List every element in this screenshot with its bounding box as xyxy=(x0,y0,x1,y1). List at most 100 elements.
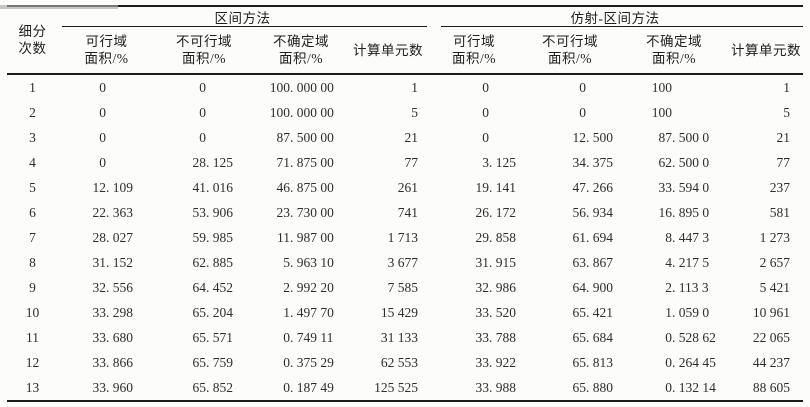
integer-part: 100 xyxy=(269,80,290,95)
fraction-part: . 016 xyxy=(206,180,233,195)
integer-part: 0 xyxy=(283,355,290,370)
value-cell: 33. 680 xyxy=(58,325,155,350)
integer-part: 65 xyxy=(192,355,207,370)
integer-part: 0 xyxy=(579,105,586,120)
header-group-affine-interval-method: 仿射-区间方法 xyxy=(427,6,803,27)
table-row: 11 33. 680 65. 571 0. 749 11 31 133 33. 788 65… xyxy=(7,325,803,350)
fraction-part: . 500 xyxy=(586,130,613,145)
integer-part: 0 xyxy=(665,355,672,370)
fraction-part: . 500 00 xyxy=(290,130,334,145)
fraction-part: . 875 00 xyxy=(290,155,334,170)
integer-part: 0 xyxy=(482,105,489,120)
integer-part: 2 xyxy=(283,280,290,295)
row-number-cell: 6 xyxy=(29,205,36,220)
value-cell: 21 xyxy=(776,130,791,145)
integer-part: 65 xyxy=(192,330,207,345)
value-cell: 32. 986 xyxy=(427,275,521,300)
integer-part: 47 xyxy=(572,180,587,195)
integer-part: 33 xyxy=(92,305,107,320)
value-cell: 31. 915 xyxy=(427,250,521,275)
table-row: 8 31. 152 62. 885 5. 963 10 3 677 31. 915 63. … xyxy=(7,250,803,275)
header-infeasible-area: 不可行域 面积/% xyxy=(521,27,619,75)
integer-part: 0 xyxy=(99,130,106,145)
value-cell: 65. 880 xyxy=(521,375,619,401)
value-cell: 65. 684 xyxy=(521,325,619,350)
header-line: 不确定域 xyxy=(646,34,702,49)
integer-part: 12 xyxy=(572,130,587,145)
row-number-cell: 2 xyxy=(29,105,36,120)
fraction-part: . 363 xyxy=(106,205,133,220)
fraction-part: . 730 00 xyxy=(290,205,334,220)
integer-part: 33 xyxy=(658,180,673,195)
row-number-cell: 1 xyxy=(29,80,36,95)
integer-part: 3 xyxy=(482,155,489,170)
fraction-part: . 963 10 xyxy=(290,255,334,270)
header-computation-units: 计算单元数 xyxy=(729,27,803,75)
value-cell: 10 961 xyxy=(752,305,790,320)
value-cell: 0. 187 49 xyxy=(253,375,349,401)
header-line: 可行域 xyxy=(453,34,495,49)
fraction-part: . 141 xyxy=(489,180,516,195)
fraction-part: . 132 14 xyxy=(672,380,716,395)
header-infeasible-area: 不可行域 面积/% xyxy=(155,27,253,75)
table-row: 6 22. 363 53. 906 23. 730 00 741 26. 172 56. 9… xyxy=(7,200,803,225)
value-cell: 62. 500 0 xyxy=(619,150,729,175)
value-cell: 0 xyxy=(58,150,155,175)
header-line: 计算单元数 xyxy=(353,42,423,58)
header-feasible-area: 可行域 面积/% xyxy=(427,27,521,75)
table-header: 细分 次数 区间方法 仿射-区间方法 可行域 面积/% 不可行域 面积/% 不确… xyxy=(7,6,803,75)
value-cell: 1. 497 70 xyxy=(253,300,349,325)
fraction-part: . 992 20 xyxy=(290,280,334,295)
value-cell: 61. 694 xyxy=(521,225,619,250)
table-row: 5 12. 109 41. 016 46. 875 00 261 19. 141 47. 2… xyxy=(7,175,803,200)
results-table: 细分 次数 区间方法 仿射-区间方法 可行域 面积/% 不可行域 面积/% 不确… xyxy=(7,5,803,402)
value-cell: 0 xyxy=(427,125,521,150)
integer-part: 32 xyxy=(475,280,490,295)
row-number-cell: 5 xyxy=(29,180,36,195)
table-row: 13 33. 960 65. 852 0. 187 49 125 525 33. 988 6… xyxy=(7,375,803,401)
integer-part: 11 xyxy=(277,230,290,245)
value-cell: 88 605 xyxy=(752,380,790,395)
integer-part: 1 xyxy=(665,305,672,320)
fraction-part: . 500 0 xyxy=(672,155,710,170)
value-cell: 77 xyxy=(404,155,419,170)
fraction-part: . 858 xyxy=(489,230,516,245)
value-cell: 33. 960 xyxy=(58,375,155,401)
fraction-part: . 421 xyxy=(586,305,613,320)
header-line: 不确定域 xyxy=(273,34,329,49)
integer-part: 87 xyxy=(276,130,291,145)
value-cell: 21 xyxy=(404,130,419,145)
integer-part: 28 xyxy=(192,155,207,170)
value-cell: 0. 132 14 xyxy=(619,375,729,401)
integer-part: 33 xyxy=(475,355,490,370)
value-cell: 12. 500 xyxy=(521,125,619,150)
integer-part: 0 xyxy=(199,80,206,95)
fraction-part: . 125 xyxy=(206,155,233,170)
fraction-part: . 985 xyxy=(206,230,233,245)
value-cell: 71. 875 00 xyxy=(253,150,349,175)
integer-part: 0 xyxy=(482,80,489,95)
value-cell: 16. 895 0 xyxy=(619,200,729,225)
fraction-part: . 906 xyxy=(206,205,233,220)
integer-part: 33 xyxy=(92,380,107,395)
fraction-part: . 922 xyxy=(489,355,516,370)
header-subdivision-count: 细分 次数 xyxy=(7,6,58,75)
scan-artifact xyxy=(0,5,118,9)
row-number-cell: 4 xyxy=(29,155,36,170)
value-cell: 100. 000 00 xyxy=(253,74,349,100)
value-cell: 1 713 xyxy=(387,230,418,245)
integer-part: 41 xyxy=(192,180,207,195)
header-computation-units: 计算单元数 xyxy=(349,27,427,75)
fraction-part: . 867 xyxy=(586,255,613,270)
header-line: 细分 xyxy=(18,24,47,39)
integer-part: 0 xyxy=(665,330,672,345)
integer-part: 59 xyxy=(192,230,207,245)
value-cell: 64. 900 xyxy=(521,275,619,300)
fraction-part: . 934 xyxy=(586,205,613,220)
integer-part: 19 xyxy=(475,180,490,195)
header-group-interval-method: 区间方法 xyxy=(58,6,427,27)
table-row: 12 33. 866 65. 759 0. 375 29 62 553 33. 922 65… xyxy=(7,350,803,375)
integer-part: 16 xyxy=(658,205,673,220)
integer-part: 34 xyxy=(572,155,587,170)
value-cell: 64. 452 xyxy=(155,275,253,300)
